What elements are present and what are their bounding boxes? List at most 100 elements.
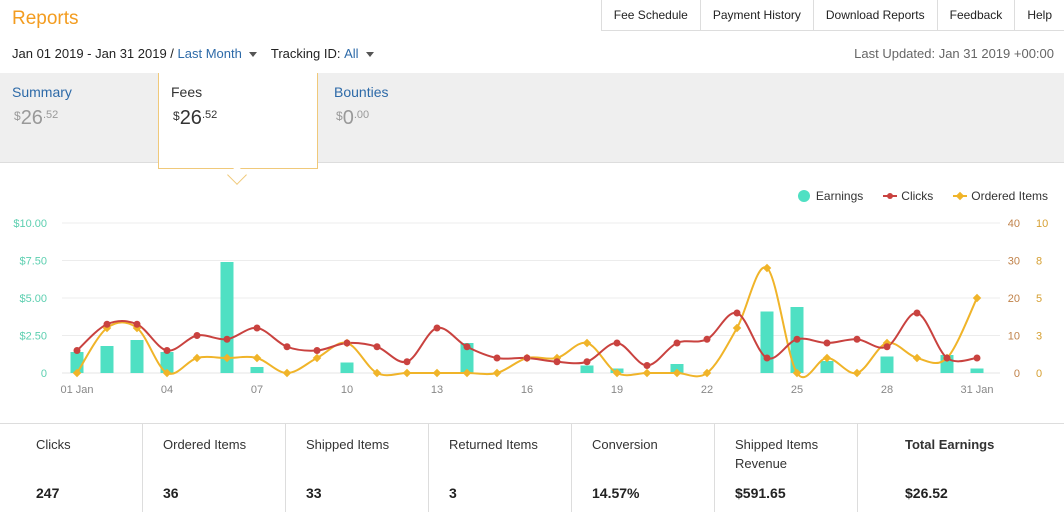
summary-metrics: Clicks 247 Ordered Items 36 Shipped Item… (0, 424, 1064, 512)
legend-earnings-label: Earnings (815, 189, 864, 203)
ordered-items-point[interactable] (822, 353, 832, 363)
earnings-bar[interactable] (220, 262, 234, 373)
y-ordered-tick-label: 8 (1036, 256, 1042, 268)
ordered-items-point[interactable] (72, 368, 82, 378)
clicks-point[interactable] (283, 343, 291, 351)
y-ordered-tick-label: 5 (1036, 293, 1042, 305)
clicks-point[interactable] (373, 343, 381, 351)
ordered-items-point[interactable] (612, 368, 622, 378)
earnings-chart[interactable]: 0 0 0 $2.50 10 3 $5.00 20 5 $7.50 30 8 $10.00 40 10 01 … (0, 205, 1064, 400)
clicks-point[interactable] (583, 358, 591, 366)
tab-summary[interactable]: Summary $26.52 (0, 73, 160, 163)
help-link[interactable]: Help (1027, 8, 1052, 22)
ordered-items-point[interactable] (492, 368, 502, 378)
payment-history-link[interactable]: Payment History (701, 0, 814, 30)
tracking-id-dropdown[interactable]: All (344, 46, 374, 61)
earnings-bar[interactable] (250, 367, 264, 373)
tab-fees-label: Fees (171, 84, 203, 100)
clicks-point[interactable] (613, 339, 621, 347)
ordered-items-point[interactable] (912, 353, 922, 363)
clicks-point[interactable] (853, 335, 861, 343)
last-updated: Last Updated: Jan 31 2019 +00:00 (854, 46, 1054, 61)
clicks-point[interactable] (163, 347, 171, 354)
clicks-point[interactable] (133, 320, 141, 328)
ordered-items-point[interactable] (642, 368, 652, 378)
ordered-items-point[interactable] (432, 368, 442, 378)
earnings-bar[interactable] (760, 311, 774, 374)
clicks-point[interactable] (553, 358, 561, 366)
clicks-point[interactable] (703, 335, 711, 343)
clicks-point[interactable] (913, 309, 921, 317)
currency-symbol: $ (14, 109, 21, 123)
earnings-bar[interactable] (670, 364, 684, 373)
ordered-items-point[interactable] (672, 368, 682, 378)
clicks-point[interactable] (403, 358, 411, 366)
clicks-point[interactable] (943, 354, 951, 362)
ordered-items-point[interactable] (192, 353, 202, 363)
ordered-items-point[interactable] (282, 368, 292, 378)
clicks-point[interactable] (313, 347, 321, 354)
clicks-point[interactable] (223, 335, 231, 343)
tab-bounties[interactable]: Bounties $0.00 (322, 73, 482, 163)
x-tick-label: 13 (431, 384, 443, 396)
clicks-point[interactable] (793, 335, 801, 343)
clicks-point[interactable] (73, 347, 81, 354)
clicks-point[interactable] (523, 354, 531, 362)
clicks-point[interactable] (673, 339, 681, 347)
period-dropdown[interactable]: Last Month (178, 46, 257, 61)
y-left-tick-label: $10.00 (13, 218, 47, 230)
metric-label: Total Earnings (905, 437, 995, 452)
clicks-point[interactable] (763, 354, 771, 362)
ordered-items-point[interactable] (222, 353, 232, 363)
download-reports-link[interactable]: Download Reports (814, 0, 938, 30)
clicks-point[interactable] (463, 343, 471, 351)
y-ordered-tick-label: 3 (1036, 331, 1042, 343)
clicks-point[interactable] (253, 324, 261, 332)
earnings-bar[interactable] (820, 361, 834, 373)
amount-cents: .00 (353, 109, 370, 121)
ordered-items-point[interactable] (402, 368, 412, 378)
tab-summary-label: Summary (12, 84, 72, 100)
legend-ordered-items[interactable]: Ordered Items (953, 189, 1048, 203)
earnings-bar[interactable] (580, 365, 594, 374)
ordered-items-point[interactable] (582, 338, 592, 348)
earnings-bar[interactable] (460, 343, 474, 373)
clicks-point[interactable] (883, 343, 891, 351)
clicks-point[interactable] (823, 339, 831, 347)
ordered-items-point[interactable] (162, 368, 172, 378)
legend-earnings[interactable]: Earnings (797, 189, 864, 203)
earnings-bar[interactable] (100, 346, 114, 373)
earnings-bar[interactable] (160, 352, 174, 373)
ordered-items-point[interactable] (312, 353, 322, 363)
metric-value: 33 (306, 485, 322, 501)
ordered-items-point[interactable] (462, 368, 472, 378)
metric-value: 3 (449, 485, 457, 501)
earnings-bar[interactable] (970, 368, 984, 374)
ordered-items-point[interactable] (372, 368, 382, 378)
clicks-point[interactable] (733, 309, 741, 317)
earnings-bar[interactable] (880, 356, 894, 374)
clicks-point[interactable] (193, 332, 201, 339)
ordered-items-point[interactable] (972, 293, 982, 303)
tab-fees[interactable]: Fees $26.52 (158, 73, 318, 169)
x-tick-label: 25 (791, 384, 803, 396)
earnings-bar[interactable] (130, 340, 144, 373)
feedback-link[interactable]: Feedback (938, 0, 1016, 30)
clicks-point[interactable] (643, 362, 651, 369)
ordered-items-point[interactable] (852, 368, 862, 378)
legend-clicks[interactable]: Clicks (883, 189, 933, 203)
ordered-items-point[interactable] (252, 353, 262, 363)
period-label: Last Month (177, 46, 242, 61)
clicks-point[interactable] (343, 339, 351, 347)
earnings-bar[interactable] (340, 362, 354, 374)
clicks-point[interactable] (493, 354, 501, 362)
x-tick-label: 31 Jan (960, 384, 993, 396)
ordered-items-point[interactable] (732, 323, 742, 333)
clicks-point[interactable] (433, 324, 441, 332)
clicks-point[interactable] (103, 320, 111, 328)
ordered-items-point[interactable] (792, 368, 802, 378)
fee-schedule-link[interactable]: Fee Schedule (602, 0, 701, 30)
clicks-point[interactable] (973, 354, 981, 362)
amount-whole: 26 (179, 107, 202, 129)
ordered-items-point[interactable] (702, 368, 712, 378)
